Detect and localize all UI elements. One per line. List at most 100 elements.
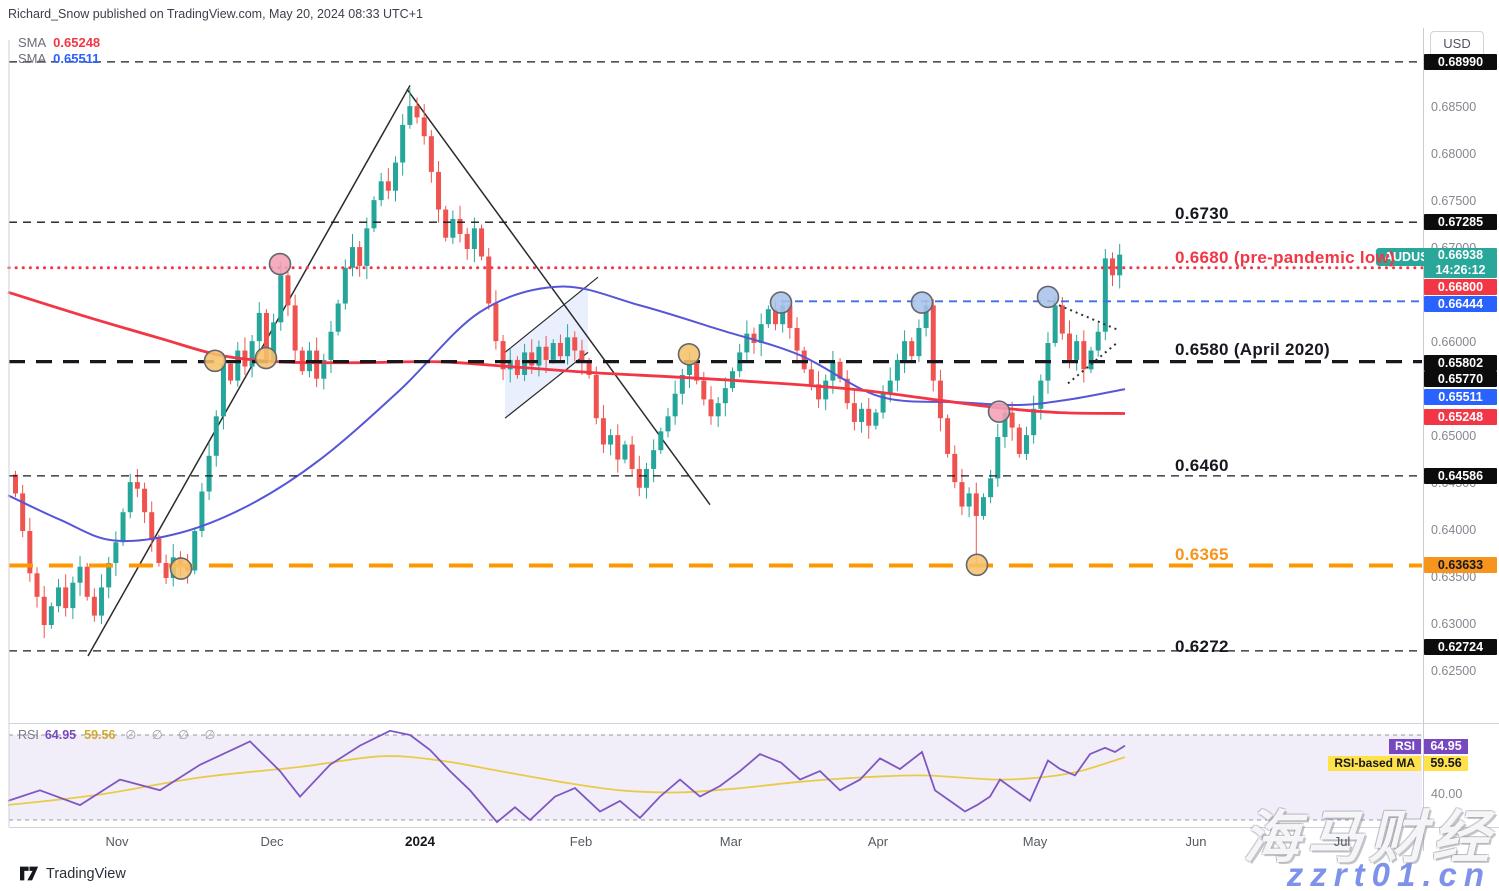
candle-body — [1023, 435, 1029, 454]
time-axis-label[interactable]: Nov — [105, 834, 129, 849]
candle-body — [1066, 333, 1072, 360]
candle-body — [335, 303, 341, 332]
candle-body — [572, 337, 578, 351]
time-axis-label[interactable]: Mar — [719, 834, 743, 849]
price-axis-badge: 0.68990 — [1424, 53, 1497, 70]
time-axis-label[interactable]: Jul — [1333, 834, 1351, 849]
watermark-cjk: 海马财经 — [1243, 806, 1495, 870]
candle-body — [1059, 305, 1065, 334]
price-axis-badge: 0.67285 — [1424, 214, 1497, 231]
candle-body — [851, 403, 857, 422]
rsi-ma-line — [7, 755, 1126, 806]
candle-body — [156, 538, 162, 563]
price-axis-badge: 0.65770 — [1424, 370, 1497, 387]
candle-body — [1038, 380, 1044, 409]
candle-body — [751, 333, 757, 343]
price-axis-badge: 0.65511 — [1424, 388, 1497, 405]
event-marker — [268, 252, 292, 276]
candle-body — [866, 408, 872, 426]
candle-body — [945, 418, 951, 454]
candle-body — [213, 416, 219, 456]
candle-body — [220, 363, 226, 417]
candle-body — [299, 350, 305, 372]
candle-body — [880, 393, 886, 413]
candle-body — [400, 124, 406, 163]
time-axis-label[interactable]: May — [1022, 834, 1048, 849]
tradingview-footer-link[interactable]: TradingView — [20, 865, 126, 882]
candle-body — [407, 106, 413, 125]
candle-body — [428, 136, 434, 172]
price-axis-tick: 0.62500 — [1431, 664, 1477, 678]
candle-body — [823, 380, 829, 400]
event-marker — [169, 557, 193, 580]
candle-body — [371, 200, 377, 229]
candle-body — [643, 468, 649, 488]
event-marker — [769, 291, 793, 314]
candle-body — [995, 437, 1001, 479]
price-axis-badge: 0.64586 — [1424, 467, 1497, 484]
candle-body — [672, 393, 678, 417]
candle-body — [744, 333, 750, 353]
candle-body — [292, 305, 298, 351]
time-axis-label[interactable]: Jun — [1185, 834, 1207, 849]
sma-fast-line — [7, 290, 1126, 415]
level-annotation: 0.6680 (pre-pandemic low) — [1175, 247, 1396, 267]
candle-body — [679, 374, 685, 394]
price-axis-tick: 0.64000 — [1431, 523, 1477, 537]
price-axis-badge: 0.63633 — [1424, 557, 1497, 574]
rsi-ma-axis-label: RSI-based MA — [1328, 756, 1421, 771]
candle-body — [586, 361, 592, 375]
candle-body — [91, 596, 97, 616]
candle-body — [980, 497, 986, 516]
candle-body — [600, 418, 606, 445]
hidden-plot-icons: ∅ ∅ ∅ ∅ — [125, 728, 222, 742]
time-axis-label[interactable]: Apr — [867, 834, 889, 849]
candle-body — [1095, 331, 1101, 351]
sma-fast-value: 0.65248 — [53, 35, 101, 50]
time-axis-label[interactable]: 2024 — [404, 834, 436, 849]
candle-body — [70, 582, 76, 609]
candle-body — [457, 218, 463, 234]
price-axis[interactable] — [1423, 28, 1499, 851]
candle-body — [988, 478, 994, 498]
candle-body — [199, 491, 205, 531]
price-axis-badge: 0.66938 14:26:12 — [1424, 247, 1497, 278]
candle-body — [20, 493, 26, 531]
candle-body — [493, 303, 499, 342]
time-axis-label[interactable]: Dec — [260, 834, 284, 849]
candle-body — [1016, 427, 1022, 454]
candle-body — [27, 531, 33, 574]
candle-body — [522, 352, 528, 375]
candle-body — [952, 453, 958, 483]
pane-divider[interactable] — [9, 723, 1499, 724]
price-axis-tick: 0.65000 — [1431, 429, 1477, 443]
price-axis-badge: 0.65802 — [1424, 354, 1497, 371]
candle-body — [715, 403, 721, 417]
candle-body — [228, 363, 234, 381]
candle-body — [500, 341, 506, 370]
price-axis-tick: 0.68500 — [1431, 100, 1477, 114]
level-annotation: 0.6580 (April 2020) — [1175, 339, 1331, 359]
candle-body — [436, 171, 442, 210]
event-marker — [1036, 285, 1060, 309]
tradingview-logo-icon — [20, 866, 39, 881]
price-axis-tick: 0.66000 — [1431, 335, 1477, 349]
candle-body — [902, 341, 908, 360]
candle-body — [328, 331, 334, 360]
candle-body — [816, 384, 822, 400]
candle-body — [450, 218, 456, 238]
candle-body — [393, 162, 399, 191]
candle-body — [1110, 258, 1116, 276]
candle-body — [41, 596, 47, 625]
time-axis-label[interactable]: Feb — [569, 834, 593, 849]
candle-body — [149, 512, 155, 539]
candle-body — [285, 275, 291, 306]
candle-body — [916, 327, 922, 357]
candle-body — [479, 228, 485, 257]
candle-body — [163, 562, 169, 578]
candle-body — [507, 359, 513, 370]
candle-body — [1052, 305, 1058, 343]
candle-body — [651, 450, 657, 469]
candle-body — [1031, 408, 1037, 436]
